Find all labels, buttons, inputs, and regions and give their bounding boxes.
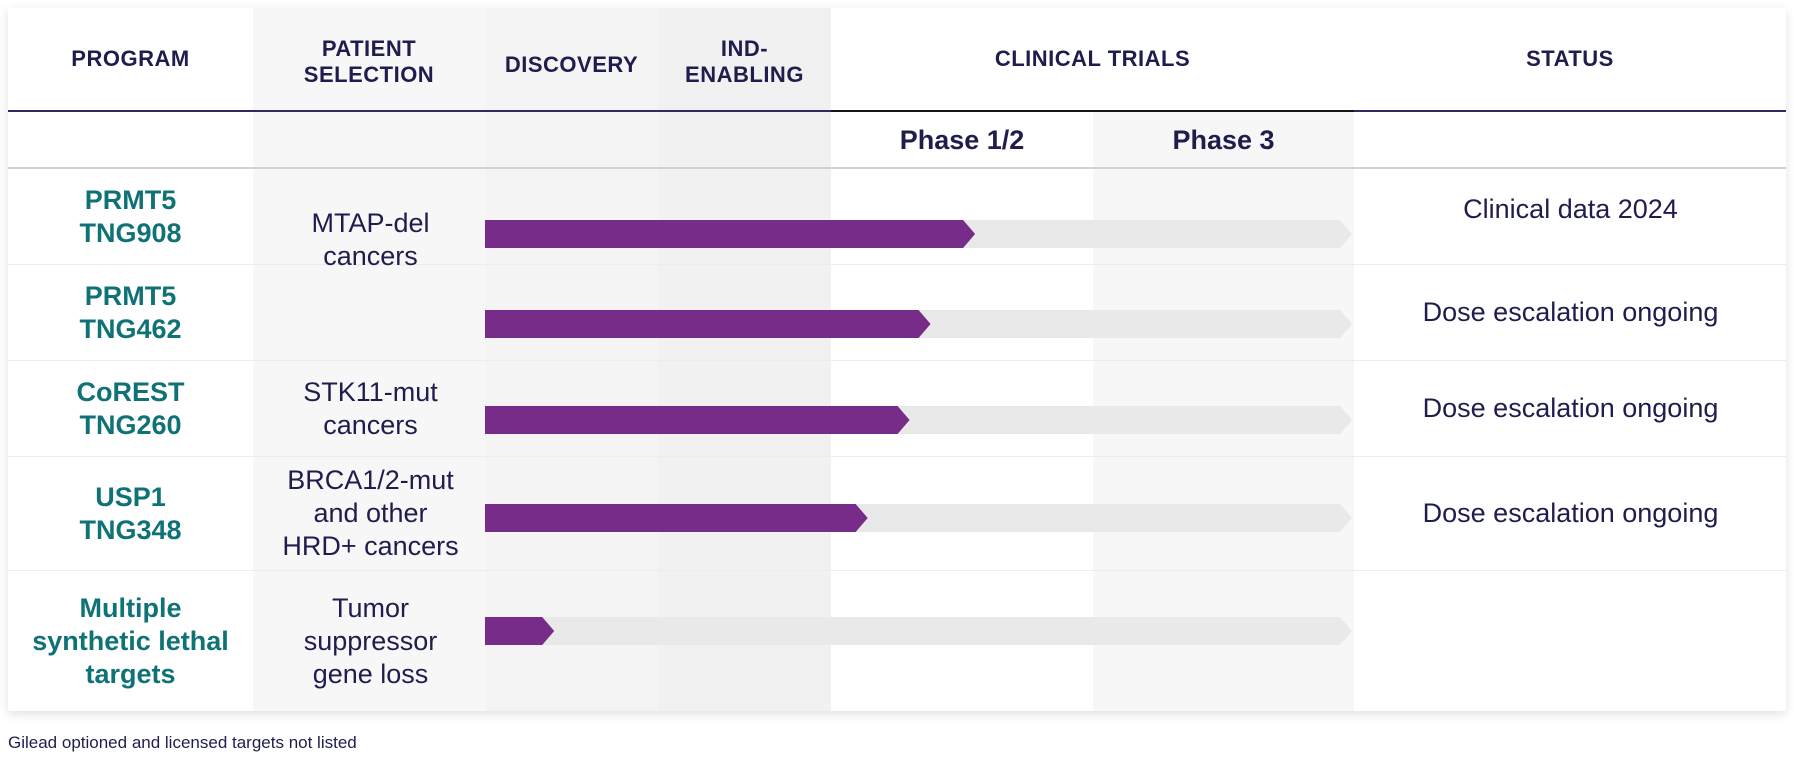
status-text: Dose escalation ongoing — [1422, 498, 1719, 528]
patient-selection: BRCA1/2-mut and other HRD+ cancers — [282, 465, 459, 561]
program-name: Multiple synthetic lethal targets — [32, 592, 229, 689]
header-ind-enabling: IND- ENABLING — [685, 36, 804, 87]
row-separator — [8, 570, 1786, 571]
progress-bar — [485, 310, 931, 338]
progress-bar — [485, 406, 910, 434]
footnote: Gilead optioned and licensed targets not… — [8, 733, 357, 752]
patient-selection: MTAP-del cancers — [311, 208, 430, 271]
program-name: CoREST TNG260 — [76, 376, 185, 440]
status-text: Clinical data 2024 — [1463, 193, 1678, 224]
phase-divider — [8, 167, 1786, 169]
program-name: USP1 TNG348 — [79, 481, 182, 545]
progress-bars — [485, 220, 1352, 645]
pipeline-table: PROGRAM PATIENT SELECTION DISCOVERY IND-… — [8, 8, 1786, 711]
progress-bar — [485, 504, 868, 532]
header-program: PROGRAM — [71, 46, 190, 71]
status-text: Dose escalation ongoing — [1422, 297, 1719, 327]
header-clinical-trials: CLINICAL TRIALS — [994, 46, 1191, 71]
status-text: Dose escalation ongoing — [1422, 393, 1719, 423]
patient-selection: STK11-mut cancers — [303, 376, 438, 440]
program-name: PRMT5 TNG908 — [79, 185, 182, 248]
discovery-column-bg — [485, 8, 658, 711]
ind-enabling-column-bg — [658, 8, 831, 711]
progress-track — [485, 617, 1352, 645]
header-patient-selection: PATIENT SELECTION — [303, 36, 435, 87]
row-separator — [8, 360, 1786, 361]
patient-selection: Tumor suppressor gene loss — [303, 592, 438, 689]
phase-1-2-label: Phase 1/2 — [899, 124, 1025, 155]
row-separator — [8, 456, 1786, 457]
program-name: PRMT5 TNG462 — [79, 280, 182, 344]
phase-3-label: Phase 3 — [1172, 124, 1275, 155]
header-discovery: DISCOVERY — [504, 52, 639, 77]
row-separator — [8, 264, 1786, 265]
progress-bar — [485, 220, 976, 248]
header-status: STATUS — [1526, 46, 1614, 71]
patient-selection-column-bg — [253, 8, 485, 711]
clinical-header-divider — [831, 110, 1354, 112]
progress-bar — [485, 617, 555, 645]
